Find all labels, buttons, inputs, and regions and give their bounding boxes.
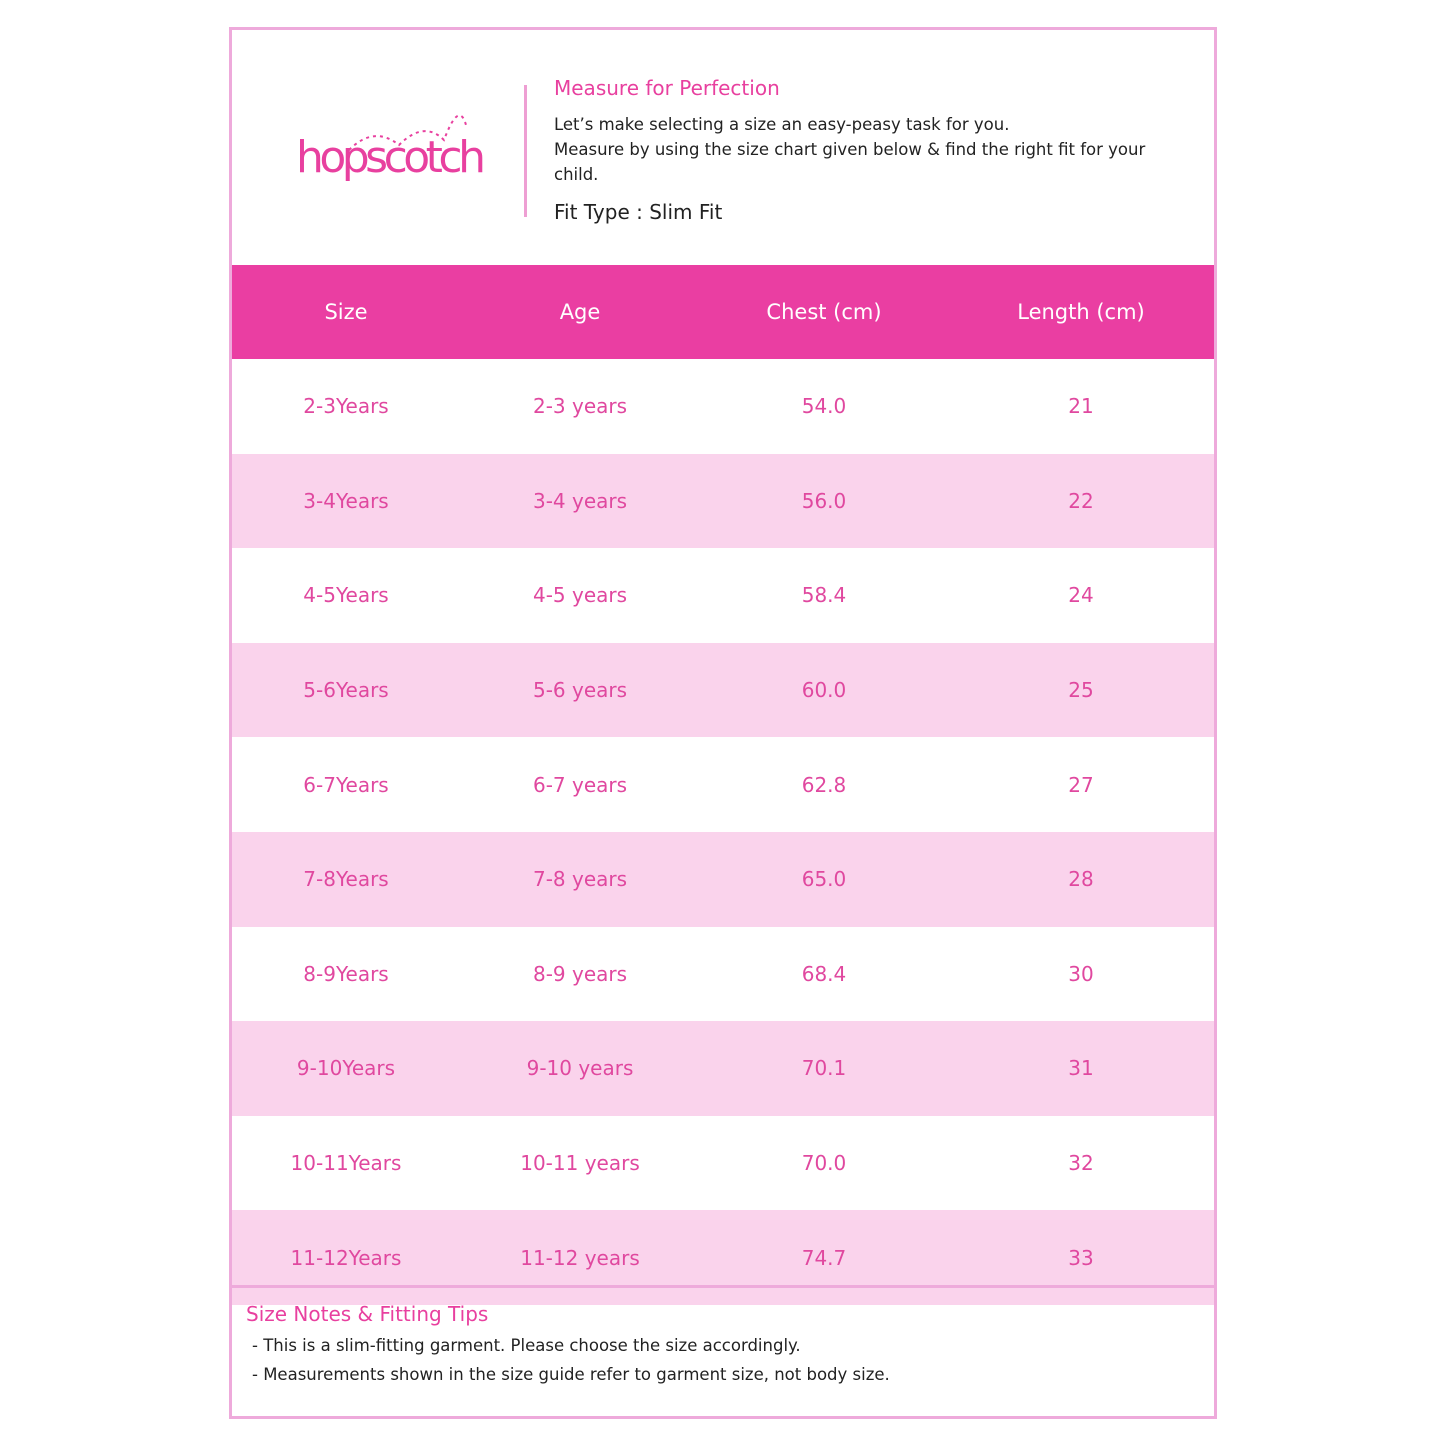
table-cell: 62.8 <box>801 772 847 797</box>
table-cell: 60.0 <box>700 642 948 738</box>
size-notes: Size Notes & Fitting Tips - This is a sl… <box>232 1285 1214 1384</box>
size-table: Size Age Chest (cm) Length (cm) 2-3Years… <box>232 265 1214 1305</box>
size-chart: hopscotch Measure for Perfection Let’s m… <box>229 27 1217 1419</box>
table-cell: 25 <box>948 642 1214 738</box>
table-row: 6-7Years 6-7 years 62.8 27 <box>232 737 1214 832</box>
intro-text: Let’s make selecting a size an easy-peas… <box>554 112 1164 187</box>
table-cell: 9-10 years <box>460 1021 700 1116</box>
table-cell: 28 <box>948 831 1214 927</box>
table-cell: 58.4 <box>801 583 847 608</box>
table-cell: 3-4Years <box>232 453 460 549</box>
table-row: 8-9Years 8-9 years 68.4 30 <box>232 927 1214 1022</box>
table-row: 4-5Years 4-5 years 58.4 24 <box>232 548 1214 643</box>
table-cell: 54.0 <box>801 394 847 419</box>
table-cell: 6-7Years <box>303 772 389 797</box>
hopscotch-logo: hopscotch <box>296 114 486 183</box>
table-cell: 27 <box>1068 772 1094 797</box>
table-cell: 2-3Years <box>303 394 389 419</box>
table-cell: 7-8Years <box>232 831 460 927</box>
table-cell: 4-5 years <box>532 583 628 608</box>
column-header: Length (cm) <box>948 265 1214 359</box>
column-header: Size <box>232 265 460 359</box>
table-cell: 7-8 years <box>460 831 700 927</box>
table-cell: 10-11Years <box>290 1151 402 1176</box>
table-row: 11-12Years 11-12 years 74.7 33 <box>232 1210 1214 1305</box>
intro-line: Let’s make selecting a size an easy-peas… <box>554 115 1010 134</box>
table-cell: 74.7 <box>700 1210 948 1305</box>
table-cell: 2-3 years <box>532 394 628 419</box>
table-cell: 4-5Years <box>303 583 389 608</box>
table-header-row: Size Age Chest (cm) Length (cm) <box>232 265 1214 359</box>
table-row: 10-11Years 10-11 years 70.0 32 <box>232 1116 1214 1211</box>
table-cell: 6-7 years <box>532 772 628 797</box>
table-cell: 11-12 years <box>460 1210 700 1305</box>
table-cell: 8-9 years <box>532 961 628 986</box>
table-cell: 68.4 <box>801 961 847 986</box>
table-row: 2-3Years 2-3 years 54.0 21 <box>232 359 1214 454</box>
table-cell: 32 <box>1068 1151 1094 1176</box>
table-cell: 56.0 <box>700 453 948 549</box>
column-header: Age <box>460 265 700 359</box>
svg-text:hopscotch: hopscotch <box>296 132 486 183</box>
table-row: 7-8Years 7-8 years 65.0 28 <box>232 831 1214 927</box>
table-cell: 9-10Years <box>232 1021 460 1116</box>
table-cell: 31 <box>948 1021 1214 1116</box>
table-cell: 70.0 <box>801 1151 847 1176</box>
table-cell: 21 <box>1068 394 1094 419</box>
table-cell: 70.1 <box>700 1021 948 1116</box>
table-cell: 5-6Years <box>232 642 460 738</box>
table-row: 5-6Years 5-6 years 60.0 25 <box>232 642 1214 738</box>
table-cell: 30 <box>1068 961 1094 986</box>
table-cell: 10-11 years <box>520 1151 640 1176</box>
fit-type: Fit Type : Slim Fit <box>554 200 723 224</box>
table-cell: 24 <box>1068 583 1094 608</box>
table-row: 3-4Years 3-4 years 56.0 22 <box>232 453 1214 549</box>
note: - This is a slim-fitting garment. Please… <box>252 1336 801 1355</box>
table-cell: 33 <box>948 1210 1214 1305</box>
table-cell: 65.0 <box>700 831 948 927</box>
table-cell: 11-12Years <box>232 1210 460 1305</box>
note: - Measurements shown in the size guide r… <box>252 1365 890 1384</box>
header-title: Measure for Perfection <box>554 76 780 100</box>
intro-line: Measure by using the size chart given be… <box>554 140 1146 184</box>
table-cell: 3-4 years <box>460 453 700 549</box>
notes-title: Size Notes & Fitting Tips <box>246 1302 489 1326</box>
table-cell: 22 <box>948 453 1214 549</box>
header-divider <box>524 85 527 217</box>
table-cell: 8-9Years <box>303 961 389 986</box>
table-cell: 5-6 years <box>460 642 700 738</box>
column-header: Chest (cm) <box>700 265 948 359</box>
table-row: 9-10Years 9-10 years 70.1 31 <box>232 1021 1214 1116</box>
